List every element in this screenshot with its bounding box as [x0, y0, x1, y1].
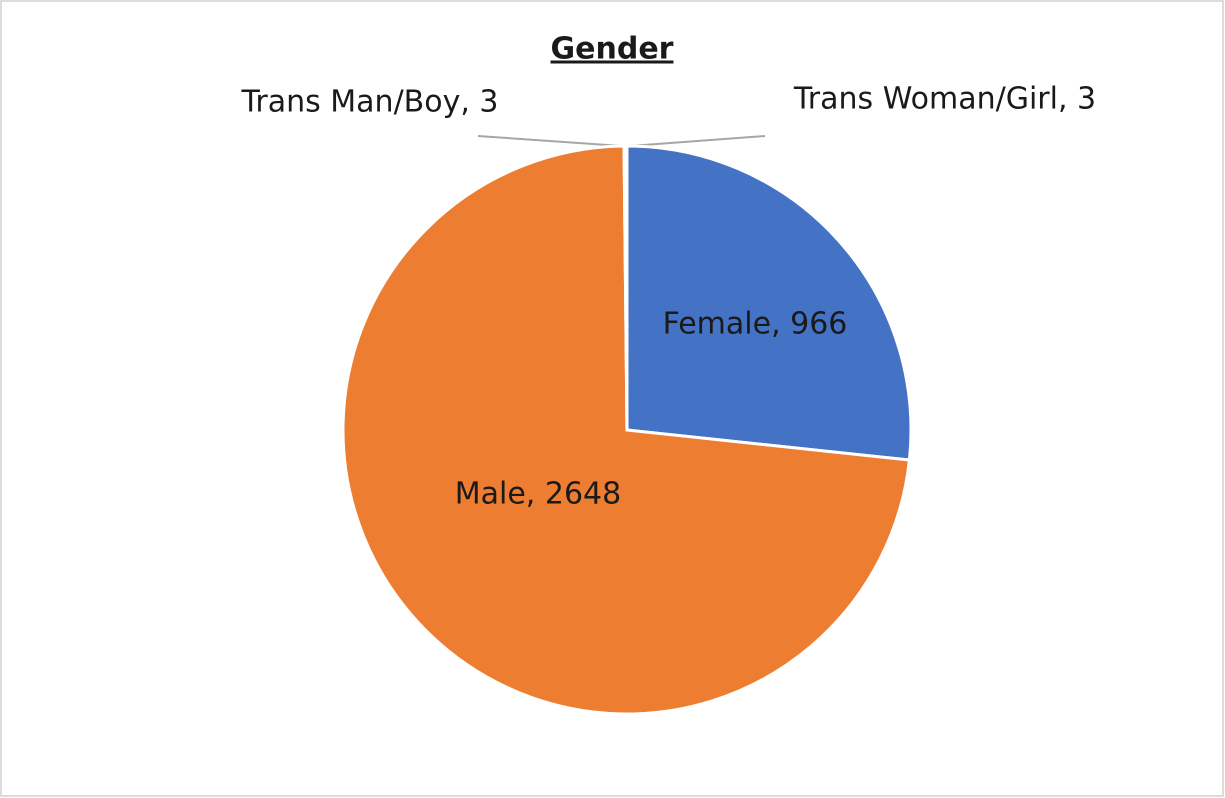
- pie-slice: Female: [625, 144, 913, 462]
- data-label: Trans Woman/Girl, 3: [793, 82, 1096, 117]
- leader-line: [629, 135, 766, 147]
- leader-line: [477, 135, 623, 147]
- pie-slice: Trans Woman/Girl: [624, 144, 629, 431]
- data-label: Male, 2648: [455, 477, 621, 512]
- chart-title: Gender: [551, 32, 674, 67]
- data-label: Female, 966: [663, 307, 848, 342]
- data-label: Trans Man/Boy, 3: [240, 85, 498, 120]
